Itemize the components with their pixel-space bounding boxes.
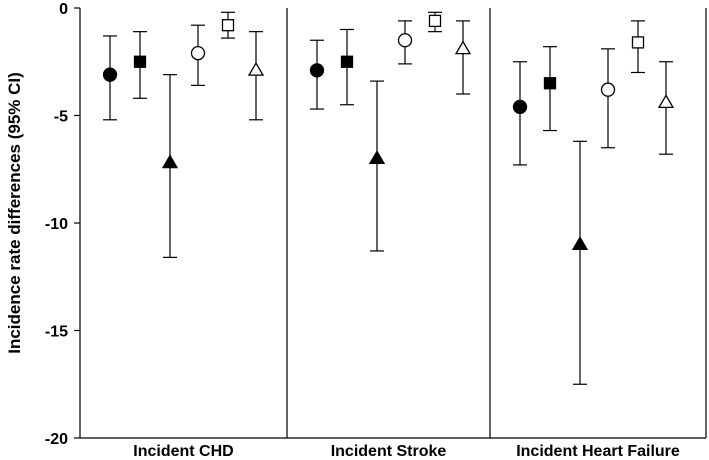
filled-circle-marker <box>309 63 325 78</box>
open-square-marker <box>428 14 442 28</box>
error-bar <box>573 140 587 385</box>
category-labels: Incident CHD Incident Stroke Incident Hear… <box>133 443 680 460</box>
category-label: Incident CHD <box>133 443 233 460</box>
open-square-marker <box>631 36 645 49</box>
error-bar <box>370 80 384 252</box>
y-axis-title: Incidence rate differences (95% CI) <box>5 72 24 354</box>
filled-square-marker <box>340 55 354 68</box>
error-bars <box>103 11 673 385</box>
category-label: Incident Heart Failure <box>516 443 680 460</box>
filled-square-marker <box>133 55 147 68</box>
open-triangle-marker <box>657 94 675 109</box>
panel-dividers <box>286 8 491 438</box>
open-circle-marker <box>397 33 413 48</box>
y-tick-label: -10 <box>45 216 68 233</box>
open-circle-marker <box>190 46 206 61</box>
markers <box>102 14 675 250</box>
plot-frame <box>79 8 707 439</box>
filled-square-marker <box>543 77 557 90</box>
y-tick-label: -5 <box>54 109 68 126</box>
filled-triangle-marker <box>571 236 589 250</box>
filled-circle-marker <box>102 67 118 82</box>
open-circle-marker <box>600 82 616 97</box>
open-triangle-marker <box>247 61 265 76</box>
y-axis: 0 -5 -10 -15 -20 <box>45 1 80 448</box>
open-square-marker <box>221 19 235 32</box>
y-tick-label: -20 <box>45 431 68 448</box>
category-label: Incident Stroke <box>331 443 447 460</box>
error-bar <box>456 20 470 95</box>
filled-circle-marker <box>512 99 528 115</box>
filled-triangle-marker <box>368 150 386 164</box>
y-tick-label: -15 <box>45 324 68 341</box>
open-triangle-marker <box>454 40 472 55</box>
error-bar <box>601 48 615 149</box>
filled-triangle-marker <box>161 154 179 169</box>
y-tick-label: 0 <box>59 1 68 18</box>
